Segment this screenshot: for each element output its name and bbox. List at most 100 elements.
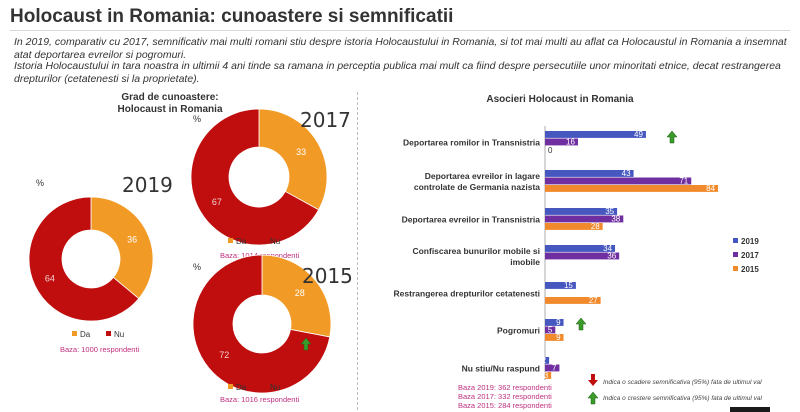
bar-value-2017-5: 5 (548, 326, 553, 335)
bar-value-2015-6: 3 (544, 371, 549, 380)
intro-paragraph-1: In 2019, comparativ cu 2017, semnificati… (14, 36, 787, 61)
bar-up-arrow-icon (666, 130, 678, 144)
donut-2017-label-nu: 67 (212, 197, 222, 207)
donut-2017-slice-nu (190, 108, 320, 246)
bar-legend-2017: 2017 (741, 251, 759, 260)
donut-2015-slice-nu (192, 254, 331, 394)
bar-value-2019-0: 49 (634, 130, 643, 139)
bar-value-2015-1: 84 (706, 184, 715, 193)
donut-2015-legend-nu: Nu (270, 383, 280, 392)
bar-2017-6 (545, 364, 560, 372)
bar-2015-2 (545, 223, 603, 230)
bar-legend-swatch-2019 (733, 238, 738, 243)
bar-2019-3 (545, 245, 616, 252)
bar-category-label-2: Deportarea evreilor in Transnistria (402, 214, 541, 224)
bar-category-label-3: Confiscarea bunurilor mobile si (412, 246, 540, 256)
bar-2015-6 (545, 372, 552, 379)
bar-2015-5 (545, 334, 564, 341)
donut-2015-year: 2015 (302, 264, 353, 288)
bar-2015-1 (545, 185, 719, 192)
associations-panel-title: Asocieri Holocaust in Romania (486, 94, 634, 105)
donut-2017-year: 2017 (300, 108, 351, 132)
bar-value-2017-2: 38 (611, 215, 620, 224)
donut-2019-year: 2019 (122, 173, 173, 197)
bar-value-2015-4: 27 (589, 296, 598, 305)
bar-value-2017-3: 36 (607, 252, 616, 261)
bar-value-2017-1: 71 (679, 177, 688, 186)
donut-2015-slice-da (261, 254, 332, 338)
bar-category-label-1: controlate de Germania nazista (414, 182, 540, 192)
bar-2017-2 (545, 215, 624, 223)
knowledge-panel-title: Grad de cunoastere: (121, 92, 219, 103)
bar-2019-2 (545, 208, 618, 215)
bar-2019-5 (545, 319, 564, 326)
bar-legend-swatch-2017 (733, 252, 738, 257)
donut-2019-slice-da (90, 196, 154, 300)
bar-value-2017-6: 7 (552, 364, 557, 373)
bar-category-label-6: Nu stiu/Nu raspund (462, 363, 540, 373)
bar-2017-3 (545, 252, 620, 260)
bar-2019-4 (545, 282, 576, 289)
donut-2019-legend-nu: Nu (114, 330, 124, 339)
donut-2019-legend-da: Da (80, 330, 91, 339)
donut-2015-legend-swatch-da (228, 384, 233, 389)
donut-2015-unit: % (193, 262, 201, 272)
donut-2019-label-da: 36 (127, 235, 137, 245)
bar-category-label-5: Pogromuri (497, 325, 540, 335)
panel-divider (357, 92, 358, 410)
title-divider (10, 30, 790, 31)
bar-category-label-4: Restrangerea drepturilor cetatenesti (394, 288, 540, 298)
bar-category-label-1: Deportarea evreilor in lagare (425, 171, 541, 181)
donut-2019-baza: Baza: 1000 respondenti (60, 345, 140, 354)
bar-legend-2019: 2019 (741, 237, 759, 246)
bar-value-2019-1: 43 (622, 169, 631, 178)
donut-2017-legend-da: Da (236, 237, 247, 246)
bar-2019-6 (545, 357, 550, 364)
page-title: Holocaust in Romania: cunoastere si semn… (10, 6, 454, 27)
bar-legend-swatch-2015 (733, 266, 738, 271)
donut-2017-legend-swatch-nu (262, 238, 267, 243)
significance-down-arrow-icon (588, 374, 598, 386)
donut-2015-label-da: 28 (295, 288, 305, 298)
bar-value-2019-2: 35 (605, 207, 614, 216)
donut-2019-slice-nu (28, 196, 140, 322)
donut-2015-baza: Baza: 1016 respondenti (220, 395, 300, 404)
bar-value-2019-3: 34 (603, 244, 612, 253)
bar-value-2019-6: 2 (542, 356, 547, 365)
bar-up-arrow-icon (575, 317, 587, 331)
bar-category-label-3: imobile (510, 257, 540, 267)
bar-2017-5 (545, 326, 556, 334)
donut-2015-up-arrow-icon (300, 337, 312, 351)
bar-value-2017-0: 16 (566, 138, 575, 147)
bar-category-label-0: Deportarea romilor in Transnistria (403, 137, 540, 147)
donut-2019-legend-swatch-da (72, 331, 77, 336)
bar-2019-1 (545, 170, 634, 177)
intro-paragraph-2: Istoria Holocaustului in tara noastra in… (14, 60, 781, 85)
significance-up-arrow-icon (587, 391, 599, 405)
donut-2017-legend-nu: Nu (270, 237, 280, 246)
donut-2019-label-nu: 64 (45, 273, 55, 283)
bar-value-2019-5: 9 (556, 318, 561, 327)
bar-2017-0 (545, 138, 578, 146)
knowledge-panel-subtitle: Holocaust in Romania (117, 104, 223, 115)
significance-down-note: Indica o scadere semnificativa (95%) fat… (603, 379, 762, 386)
bar-2019-0 (545, 131, 646, 138)
corner-decoration (730, 407, 770, 412)
bar-value-2019-4: 15 (564, 281, 573, 290)
bar-legend-2015: 2015 (741, 265, 759, 274)
donut-2017-slice-da (258, 108, 328, 211)
significance-up-note: Indica o crestere semnificativa (95%) fa… (603, 395, 763, 402)
bar-value-2015-2: 28 (591, 222, 600, 231)
bar-value-2015-5: 9 (556, 333, 561, 342)
bar-2015-4 (545, 297, 601, 304)
bar-value-2015-0: 0 (548, 146, 553, 155)
bar-baza-1: Baza 2017: 332 respondenti (458, 392, 552, 401)
donut-2015-label-nu: 72 (219, 350, 229, 360)
donut-2019-unit: % (36, 178, 44, 188)
bar-baza-0: Baza 2019: 362 respondenti (458, 383, 552, 392)
donut-2017-legend-swatch-da (228, 238, 233, 243)
donut-2015-legend-da: Da (236, 383, 247, 392)
bar-baza-2: Baza 2015: 284 respondenti (458, 401, 552, 410)
bar-2017-1 (545, 177, 692, 185)
